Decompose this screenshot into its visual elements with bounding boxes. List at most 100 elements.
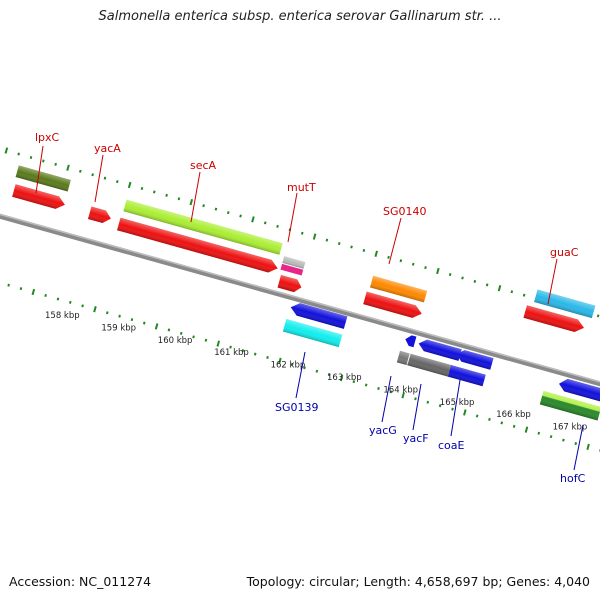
tick-mark: [167, 328, 171, 332]
scale-label: 161 kbp: [214, 348, 249, 358]
label-hofC: hofC: [560, 472, 586, 485]
tick-mark: [91, 173, 94, 177]
label-mutT: mutT: [287, 181, 316, 194]
gene-lpxC-upstream[interactable]: [15, 165, 71, 192]
gene-SG0140[interactable]: [369, 275, 428, 303]
tick-mark: [303, 366, 306, 370]
scale-label: 166 kbp: [496, 410, 531, 420]
tick-mark: [463, 409, 467, 416]
gene-yacF-gray[interactable]: [396, 350, 452, 377]
tick-mark: [266, 355, 269, 360]
tick-mark: [253, 352, 257, 356]
reverse-gene-labels: SG0139 yacG yacF coaE hofC: [275, 401, 586, 485]
tick-mark: [68, 300, 72, 304]
tick-mark: [377, 386, 380, 390]
label-yacA: yacA: [94, 142, 121, 155]
tick-mark: [19, 287, 23, 291]
tick-mark: [350, 245, 353, 249]
tick-mark: [103, 176, 107, 180]
tick-mark: [239, 214, 242, 218]
label-lpxC: lpxC: [35, 131, 60, 144]
tick-mark: [81, 304, 84, 308]
gene-coaE-blue[interactable]: [447, 365, 486, 387]
label-guaC: guaC: [550, 246, 579, 259]
tick-mark: [93, 306, 97, 313]
topology-text: Topology: circular; Length: 4,658,697 bp…: [246, 574, 590, 589]
tick-mark: [510, 290, 514, 294]
tick-mark: [29, 155, 33, 160]
tick-mark: [31, 288, 36, 296]
tick-mark: [315, 369, 319, 373]
tick-mark: [512, 424, 516, 428]
tick-mark: [448, 273, 452, 277]
gene-guaC[interactable]: [523, 305, 585, 334]
tick-mark: [226, 211, 230, 215]
scale-label: 165 kbp: [440, 398, 475, 408]
tick-mark: [127, 181, 132, 189]
gene-secA-upstream[interactable]: [123, 199, 283, 255]
tick-mark: [105, 311, 109, 315]
tick-mark: [426, 400, 430, 404]
gene-hofC-blue[interactable]: [557, 377, 600, 403]
tick-mark: [278, 357, 282, 364]
tick-mark: [362, 248, 366, 252]
tick-mark: [339, 374, 344, 382]
tick-mark: [549, 435, 553, 439]
tick-mark: [562, 438, 565, 442]
tick-mark: [401, 392, 405, 399]
gene-secA[interactable]: [117, 217, 279, 275]
tick-mark: [189, 199, 194, 206]
tick-mark: [44, 294, 47, 298]
tick-mark: [204, 338, 208, 342]
tick-mark: [352, 380, 356, 384]
tick-mark: [118, 314, 121, 318]
gene-SG0139[interactable]: [282, 319, 343, 348]
tick-mark: [327, 373, 331, 377]
gene-mutT-pink[interactable]: [280, 263, 304, 276]
tick-mark: [4, 147, 9, 154]
gene-SG0140-red[interactable]: [363, 291, 423, 320]
gene-coaE[interactable]: [455, 348, 494, 370]
gene-hofC[interactable]: [539, 390, 600, 421]
gene-mutT[interactable]: [277, 274, 304, 294]
gene-yacF[interactable]: [417, 338, 462, 361]
tick-mark: [524, 426, 529, 433]
tick-mark: [411, 262, 415, 266]
scale-label: 162 kbp: [271, 361, 306, 371]
tick-mark: [596, 314, 600, 318]
tick-mark: [497, 285, 502, 292]
tick-mark: [414, 397, 417, 401]
tick-mark: [312, 233, 317, 240]
tick-mark: [364, 383, 368, 387]
gene-yacG[interactable]: [404, 334, 417, 348]
tick-mark: [424, 266, 427, 270]
scale-label: 158 kbp: [45, 311, 80, 321]
tick-mark: [115, 180, 119, 184]
label-SG0139: SG0139: [275, 401, 319, 414]
tick-mark: [399, 259, 403, 263]
gene-lpxC[interactable]: [12, 184, 67, 211]
scale-labels: 158 kbp 159 kbp 160 kbp 161 kbp 162 kbp 163 k…: [45, 311, 587, 433]
gene-yacA[interactable]: [87, 206, 113, 224]
tick-mark: [79, 169, 82, 173]
tick-mark: [389, 390, 393, 394]
tick-mark: [485, 283, 489, 287]
tick-mark: [165, 193, 168, 197]
tick-mark: [54, 162, 57, 166]
tick-mark: [500, 421, 504, 425]
gene-SG0139-blue[interactable]: [289, 301, 348, 329]
tick-mark: [475, 414, 479, 418]
map-title: Salmonella enterica subsp. enterica sero…: [98, 9, 502, 24]
tick-mark: [152, 190, 156, 194]
tick-mark: [325, 238, 329, 242]
gene-mutT-gray[interactable]: [282, 256, 306, 269]
scale-label: 167 kbp: [553, 423, 588, 433]
tick-mark: [177, 197, 181, 201]
tick-mark: [202, 204, 205, 208]
tick-mark: [438, 404, 442, 408]
label-secA: secA: [190, 159, 217, 172]
tick-mark: [216, 340, 221, 347]
scale-label: 164 kbp: [383, 385, 418, 395]
tick-mark: [140, 186, 144, 191]
